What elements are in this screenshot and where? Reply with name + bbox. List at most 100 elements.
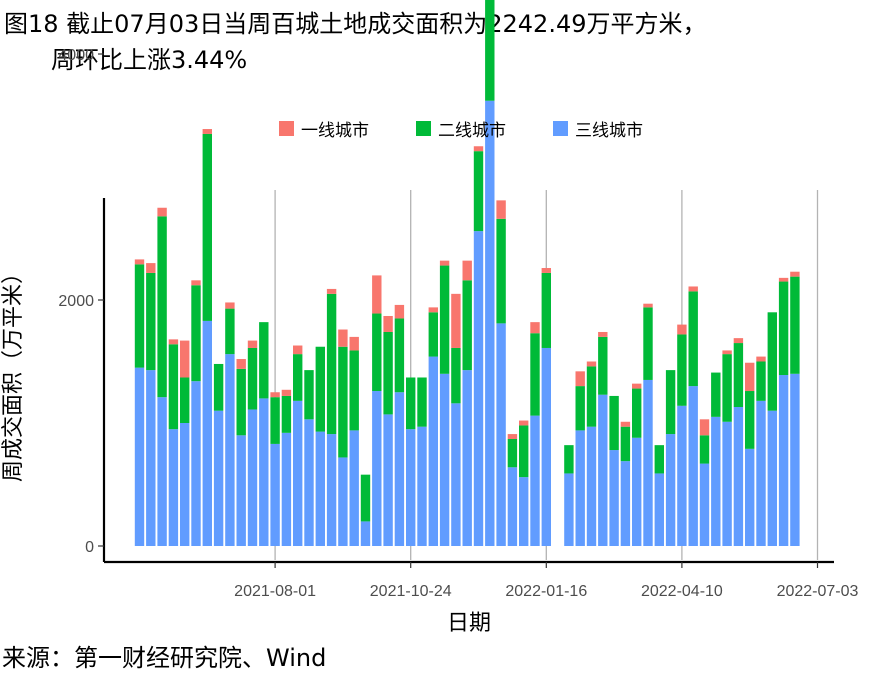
bar-tier2 (349, 350, 359, 431)
bar-tier1 (191, 280, 201, 286)
bar-tier3 (586, 426, 597, 546)
bar-tier3 (406, 429, 416, 546)
bar-tier1 (326, 288, 337, 294)
bar-tier2 (496, 218, 506, 324)
bar-tier1 (180, 340, 190, 378)
bar-tier2 (654, 445, 664, 474)
bar-tier3 (767, 410, 777, 546)
bar-tier3 (496, 323, 506, 546)
bar-tier1 (270, 392, 280, 398)
bar-tier1 (236, 359, 246, 369)
bar-tier1 (473, 146, 484, 152)
bar-tier3 (428, 356, 438, 546)
x-tick-label: 2022-04-10 (641, 583, 723, 600)
bar-tier3 (677, 405, 687, 546)
bar-tier2 (213, 363, 224, 411)
bar-tier3 (519, 477, 529, 546)
legend-swatch (416, 121, 431, 136)
bar-tier1 (202, 129, 212, 134)
bar-tier2 (315, 346, 325, 432)
bar-tier2 (417, 377, 427, 427)
bar-tier3 (326, 434, 337, 546)
bar-tier2 (428, 312, 438, 357)
bar-tier3 (304, 419, 314, 546)
bar-tier3 (180, 423, 190, 546)
bar-tier1 (372, 275, 382, 314)
bar-tier1 (157, 207, 167, 217)
legend: 一线城市 二线城市 三线城市 (279, 121, 643, 141)
bar-tier2 (462, 280, 472, 371)
bar-tier3 (191, 381, 201, 546)
bar-tier2 (281, 395, 292, 433)
bar-tier2 (372, 313, 382, 392)
bar-tier1 (281, 389, 292, 396)
bar-tier3 (225, 354, 235, 546)
bar-tier2 (767, 312, 777, 411)
bar-tier3 (439, 373, 450, 546)
bar-tier3 (733, 407, 744, 546)
bar-tier2 (270, 397, 280, 444)
bar-tier2 (146, 272, 156, 371)
bar-tier2 (485, 0, 495, 101)
bar-tier1 (598, 331, 608, 337)
bar-tier1 (733, 338, 744, 344)
bar-tier2 (586, 366, 597, 427)
bar-tier3 (745, 448, 755, 546)
title-line-1: 图18 截止07月03日当周百城土地成交面积为2242.49万平方米， (4, 10, 707, 38)
bar-tier1 (632, 383, 642, 389)
bar-tier2 (790, 276, 800, 374)
bar-tier2 (778, 281, 789, 376)
bar-tier1 (293, 345, 303, 355)
bar-tier1 (790, 271, 800, 277)
bar-tier3 (485, 100, 495, 547)
bar-tier2 (507, 438, 518, 468)
bar-tier2 (134, 264, 145, 368)
bar-tier1 (507, 434, 518, 439)
bar-tier3 (383, 414, 393, 546)
bar-tier2 (575, 386, 585, 431)
bar-tier3 (259, 398, 269, 546)
bar-tier3 (360, 521, 371, 546)
bar-tier2 (473, 151, 484, 232)
bar-tier1 (745, 362, 755, 392)
bar-tier3 (315, 431, 325, 546)
bar-tier2 (338, 346, 348, 458)
bar-tier3 (790, 373, 800, 546)
bar-tier2 (564, 445, 574, 474)
bar-tier1 (225, 302, 235, 309)
bar-tier1 (756, 356, 766, 362)
x-axis-label: 日期 (447, 611, 491, 636)
bar-tier3 (473, 231, 484, 546)
bar-tier3 (699, 463, 710, 546)
y-tick-label: 2000 (58, 293, 94, 310)
bar-tier2 (756, 361, 766, 401)
bar-tier2 (598, 336, 608, 395)
bar-tier3 (564, 473, 574, 546)
bar-tier1 (168, 339, 179, 345)
bar-tier3 (722, 421, 732, 546)
bar-tier2 (439, 265, 450, 374)
bar-tier3 (247, 409, 258, 546)
bar-tier2 (394, 318, 405, 393)
x-tick-label: 2022-07-03 (777, 583, 859, 600)
bar-tier1 (688, 286, 698, 292)
y-tick-label: 0 (85, 539, 94, 556)
bar-tier3 (620, 461, 631, 546)
y-axis-label: 周成交面积（万平米） (1, 262, 26, 482)
bar-tier2 (304, 370, 314, 420)
bar-tier2 (383, 331, 393, 415)
bar-tier1 (462, 260, 472, 281)
bar-tier1 (722, 350, 732, 355)
legend-swatch (279, 121, 294, 136)
legend-swatch (553, 121, 568, 136)
bar-tier3 (609, 450, 619, 546)
bar-tier2 (530, 333, 540, 416)
bar-tier1 (146, 263, 156, 273)
bar-tier1 (620, 421, 631, 427)
bar-tier3 (270, 443, 280, 546)
bar-tier2 (247, 347, 258, 410)
bar-tier2 (180, 377, 190, 423)
bar-tier3 (349, 430, 359, 546)
bar-tier2 (519, 425, 529, 478)
